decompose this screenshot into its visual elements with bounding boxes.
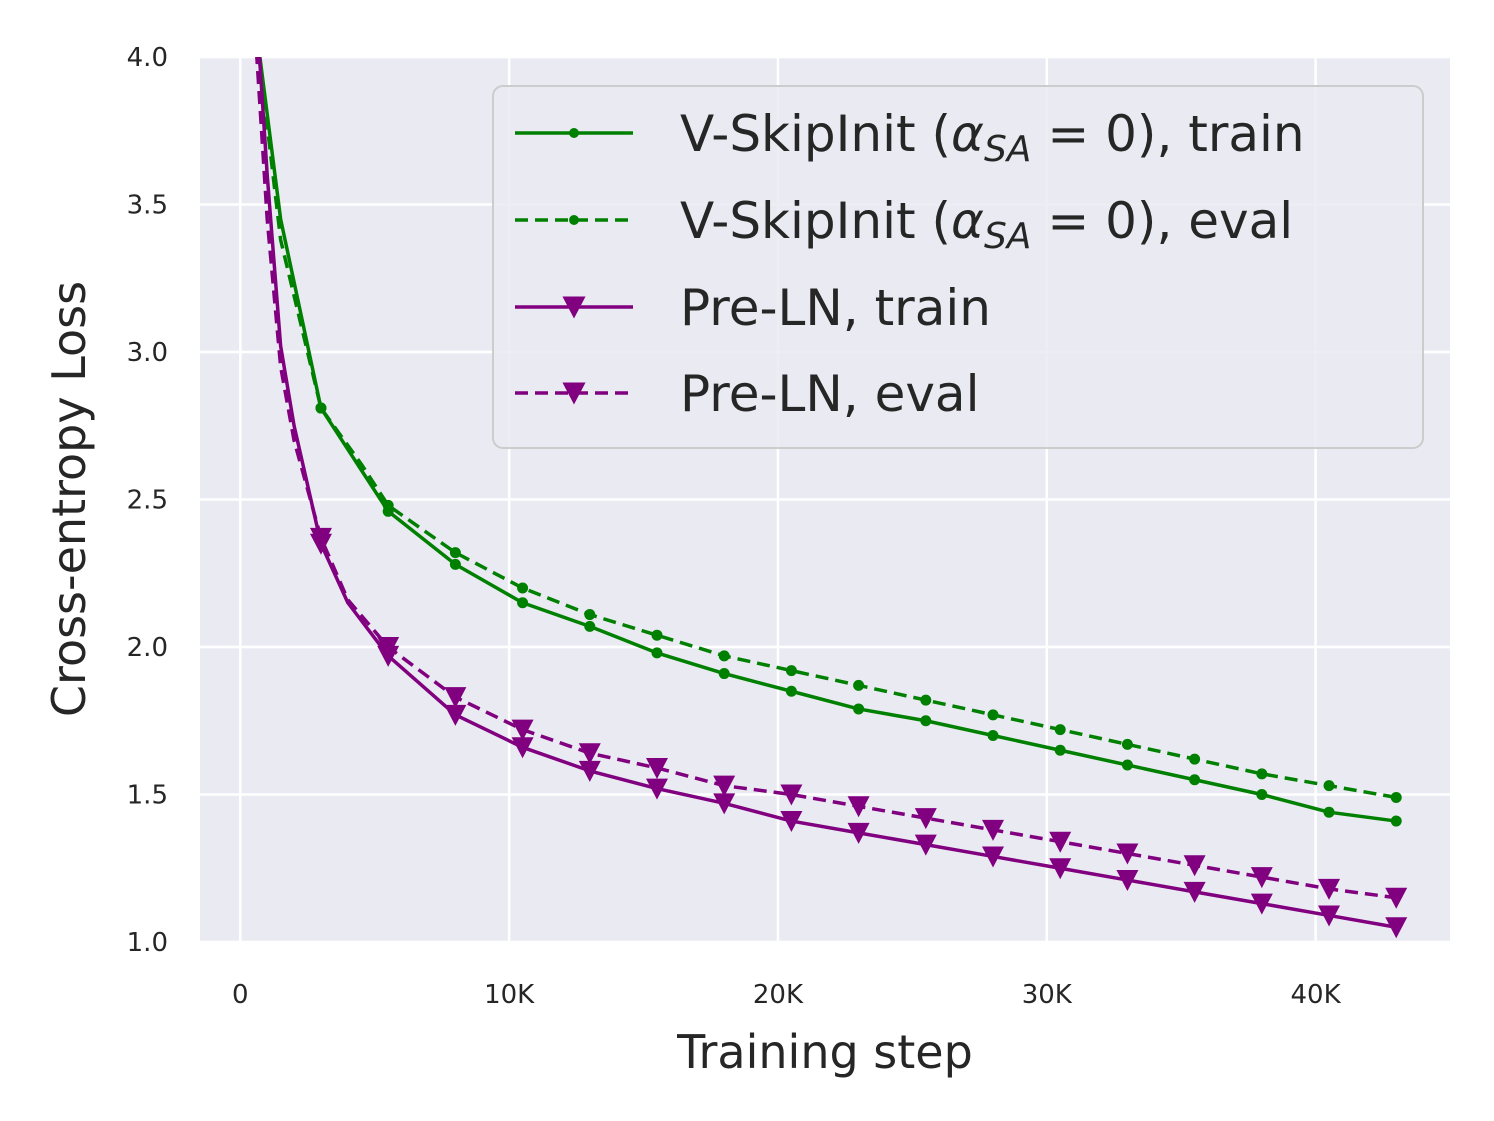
data-point-marker [1183,881,1206,903]
data-point-marker [517,582,529,594]
series-layer [255,57,1408,939]
series-line [258,57,1397,823]
data-point-marker [847,796,870,818]
data-point-marker [651,647,663,659]
data-point-marker [651,629,663,641]
data-point-marker [785,685,797,697]
data-point-marker [920,694,932,706]
data-point-marker [914,834,937,856]
series-1 [257,57,1402,803]
data-point-marker [982,819,1005,841]
data-point-marker [511,719,534,741]
data-point-marker [578,743,601,765]
y-tick-label: 3.5 [127,191,168,221]
series-2 [257,57,1408,939]
data-point-marker [1054,744,1066,756]
x-tick-label: 30K [1022,980,1073,1010]
data-point-marker [645,778,668,800]
data-point-marker [315,402,327,414]
y-axis-title: Cross-entropy Loss [42,281,96,717]
data-point-marker [982,846,1005,868]
data-point-marker [1116,870,1139,892]
data-point-marker [713,793,736,815]
data-point-marker [578,760,601,782]
data-point-marker [1049,858,1072,880]
data-point-marker [382,499,394,511]
data-point-marker [1121,759,1133,771]
x-tick-label: 20K [753,980,804,1010]
data-point-marker [1256,789,1268,800]
x-tick-label: 0 [232,980,249,1010]
data-point-marker [1189,753,1201,765]
data-point-marker [1385,917,1408,939]
data-point-marker [309,527,332,549]
data-point-marker [847,822,870,844]
data-point-marker [1121,738,1133,750]
series-line [257,57,1397,800]
y-tick-label: 1.0 [127,928,168,958]
data-point-marker [713,775,736,797]
data-point-marker [780,811,803,833]
data-point-marker [1323,780,1335,792]
legend-label: Pre-LN, eval [680,365,979,423]
legend-label: Pre-LN, train [680,279,991,337]
legend-marker [562,296,586,319]
data-point-marker [785,665,797,677]
y-tick-label: 3.0 [127,338,168,368]
data-point-marker [645,757,668,779]
legend-label: V-SkipInit (αSA = 0), train [680,105,1305,170]
data-point-marker [584,620,596,632]
data-point-marker [1054,724,1066,736]
data-point-marker [584,609,596,621]
x-tick-label: 10K [484,980,535,1010]
data-point-marker [1390,791,1402,803]
legend-box [492,85,1424,449]
legend: V-SkipInit (αSA = 0), train V-SkipInit (α… [492,85,1424,449]
data-point-marker [517,597,529,609]
x-axis-title: Training step [676,1025,973,1079]
data-point-marker [1189,774,1201,786]
series-3 [255,57,1408,909]
data-point-marker [1318,905,1341,927]
data-point-marker [1250,893,1273,915]
data-point-marker [920,715,932,727]
data-point-marker [853,703,865,715]
data-point-marker [449,558,461,570]
data-point-marker [914,808,937,830]
data-point-marker [718,668,730,680]
data-point-marker [987,730,999,741]
x-tick-label: 40K [1291,980,1342,1010]
data-point-marker [1256,768,1268,780]
data-point-marker [718,650,730,662]
y-tick-labels: 1.0 1.5 2.0 2.5 3.0 3.5 4.0 [127,43,168,958]
data-point-marker [1049,831,1072,853]
data-point-marker [853,679,865,691]
y-tick-label: 2.5 [127,486,168,516]
series-line [255,57,1397,900]
data-point-marker [444,687,467,709]
y-tick-label: 4.0 [127,43,168,73]
legend-marker [569,128,579,138]
series-line [257,57,1397,929]
data-point-marker [1250,867,1273,889]
y-tick-label: 1.5 [127,781,168,811]
data-point-marker [987,709,999,721]
data-point-marker [1385,887,1408,909]
legend-label: V-SkipInit (αSA = 0), eval [680,192,1293,257]
x-tick-labels: 0 10K 20K 30K 40K [232,980,1342,1010]
data-point-marker [444,704,467,726]
data-point-marker [1323,806,1335,818]
data-point-marker [780,784,803,806]
data-point-marker [1390,815,1402,827]
data-point-marker [449,547,461,559]
legend-marker [569,215,579,225]
data-point-marker [511,737,534,759]
legend-marker [562,382,586,405]
data-point-marker [377,637,400,658]
data-point-marker [1116,843,1139,865]
data-point-marker [1318,878,1341,900]
y-tick-label: 2.0 [127,633,168,663]
data-point-marker [1183,855,1206,877]
